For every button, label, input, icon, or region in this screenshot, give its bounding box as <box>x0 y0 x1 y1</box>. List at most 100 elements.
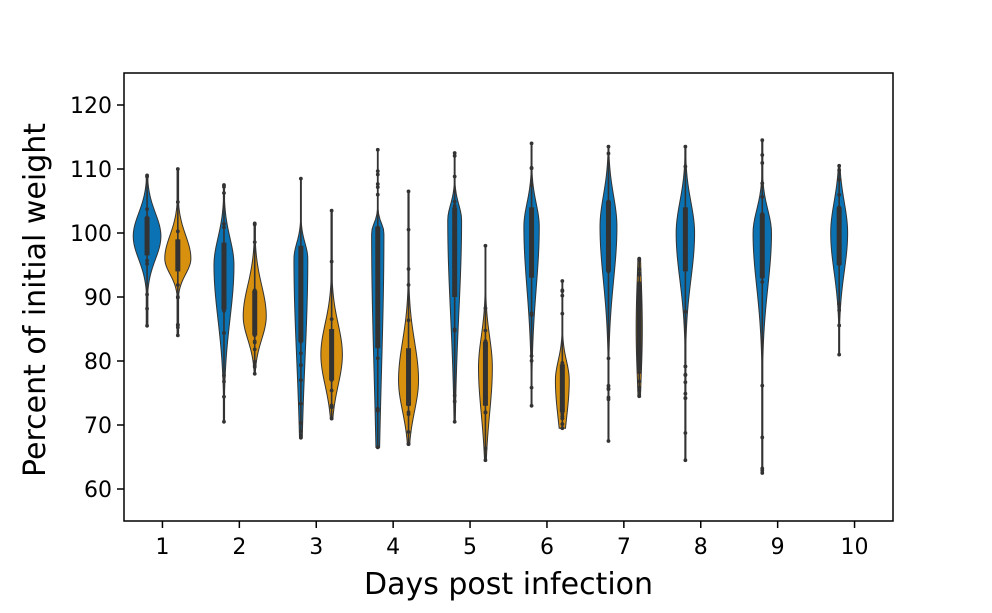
violin-point <box>222 183 226 187</box>
violin-point <box>483 446 488 451</box>
violin-point <box>529 235 534 240</box>
violin-point <box>637 304 642 309</box>
violin-point <box>175 283 180 287</box>
violin-point <box>375 235 380 239</box>
violin-point <box>406 387 411 391</box>
violin-point <box>529 238 534 243</box>
x-axis: 1 2 3 4 5 6 7 8 9 10 <box>155 521 869 560</box>
violin-point <box>760 181 765 186</box>
violin-point <box>483 243 488 248</box>
violin-point <box>222 394 226 399</box>
violin-point <box>606 259 611 264</box>
violin-point <box>406 393 411 398</box>
violin-point <box>837 323 842 328</box>
violin-point <box>683 222 688 227</box>
violin-point <box>298 334 303 339</box>
violin-point <box>529 141 534 146</box>
violin-point <box>683 309 688 314</box>
violin-point <box>683 214 688 218</box>
violin-point <box>529 248 534 253</box>
violin-point <box>837 235 842 240</box>
violin-point <box>560 288 565 293</box>
violin-point <box>406 401 411 406</box>
violin-point <box>298 326 303 331</box>
violin-point <box>683 265 688 270</box>
violin-point <box>452 279 457 283</box>
violin-point <box>145 219 149 224</box>
violin-point <box>606 202 611 207</box>
violin-point <box>560 373 565 378</box>
violin-point <box>298 176 303 181</box>
violin-point <box>145 232 149 237</box>
violin-point <box>637 308 642 313</box>
violin-point <box>837 246 842 250</box>
violin-point <box>452 174 457 179</box>
violin-point <box>298 272 303 277</box>
violin-point <box>452 151 457 155</box>
violin-point <box>175 167 180 171</box>
x-tick-label: 9 <box>771 535 785 560</box>
violin-point <box>760 235 765 240</box>
violin-point <box>452 274 457 279</box>
violin-point <box>298 429 303 434</box>
violin-point <box>222 308 226 313</box>
violin-point <box>529 403 534 408</box>
violin-point <box>837 302 842 306</box>
y-tick-label: 60 <box>84 478 112 503</box>
violin-point <box>760 280 765 284</box>
violin-point <box>222 331 226 335</box>
violin-point <box>375 169 380 174</box>
violin-point <box>145 223 149 228</box>
violin-point <box>298 329 303 334</box>
violin-point <box>606 386 611 391</box>
violin-point <box>760 220 765 225</box>
violin-point <box>529 385 534 390</box>
violin-point <box>298 256 303 261</box>
violin-point <box>637 302 642 306</box>
violin-point <box>483 410 488 415</box>
violin-point <box>175 244 180 249</box>
violin-point <box>837 168 842 173</box>
violin-point <box>837 352 842 357</box>
violin-point <box>145 247 149 252</box>
violin-point <box>175 238 180 243</box>
violin-point <box>637 256 642 261</box>
violin-point <box>837 222 842 227</box>
violin-point <box>298 421 303 425</box>
violin-point <box>252 365 257 369</box>
violin-point <box>375 292 380 297</box>
violin-point <box>252 317 257 322</box>
violin-point <box>560 381 565 386</box>
violin-point <box>760 195 765 199</box>
violin-point <box>252 359 257 364</box>
violin-point <box>145 238 149 242</box>
violin-point <box>529 215 534 219</box>
plot-frame <box>123 72 894 522</box>
violin-point <box>375 298 380 303</box>
violin-point <box>145 228 149 233</box>
violin-point <box>760 153 765 157</box>
violin-point <box>175 241 180 246</box>
violin-point <box>483 345 488 350</box>
violin-point <box>252 340 257 345</box>
violin-point <box>252 288 257 293</box>
violin-point <box>406 267 411 271</box>
violin-point <box>483 339 488 343</box>
plot-area <box>132 138 849 475</box>
violin-point <box>683 391 688 396</box>
violin-point <box>606 383 611 388</box>
violin-point <box>483 382 488 387</box>
violin-point <box>329 208 334 213</box>
violin-point <box>329 360 334 365</box>
x-tick-label: 4 <box>386 535 400 560</box>
violin-point <box>175 294 180 299</box>
violin-point <box>760 260 765 264</box>
violin-point <box>837 219 842 224</box>
violin-point <box>606 356 611 361</box>
violin-point <box>606 395 611 400</box>
violin-point <box>760 435 765 440</box>
violin-point <box>529 183 534 188</box>
violin-point <box>252 371 257 376</box>
violin-point <box>222 419 226 424</box>
violin-point <box>760 138 765 143</box>
